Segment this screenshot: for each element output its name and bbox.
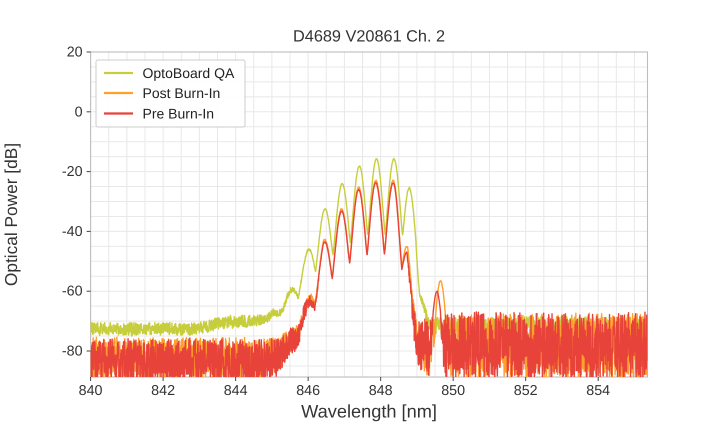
svg-text:840: 840 [79,383,103,399]
svg-text:854: 854 [586,383,610,399]
svg-text:-60: -60 [62,284,83,300]
svg-text:846: 846 [296,383,320,399]
svg-text:Pre Burn-In: Pre Burn-In [143,105,215,121]
svg-text:-20: -20 [62,164,83,180]
svg-text:D4689 V20861 Ch. 2: D4689 V20861 Ch. 2 [293,28,445,46]
svg-text:-80: -80 [62,343,83,359]
svg-text:-40: -40 [62,224,83,240]
svg-text:848: 848 [369,383,393,399]
svg-text:20: 20 [67,45,83,61]
svg-text:844: 844 [224,383,248,399]
svg-text:OptoBoard QA: OptoBoard QA [143,65,235,81]
svg-text:Post Burn-In: Post Burn-In [143,85,221,101]
svg-text:850: 850 [441,383,465,399]
svg-text:0: 0 [75,104,83,120]
svg-text:Optical Power [dB]: Optical Power [dB] [1,143,21,286]
svg-text:Wavelength [nm]: Wavelength [nm] [301,402,437,422]
svg-text:842: 842 [151,383,175,399]
svg-text:852: 852 [514,383,538,399]
